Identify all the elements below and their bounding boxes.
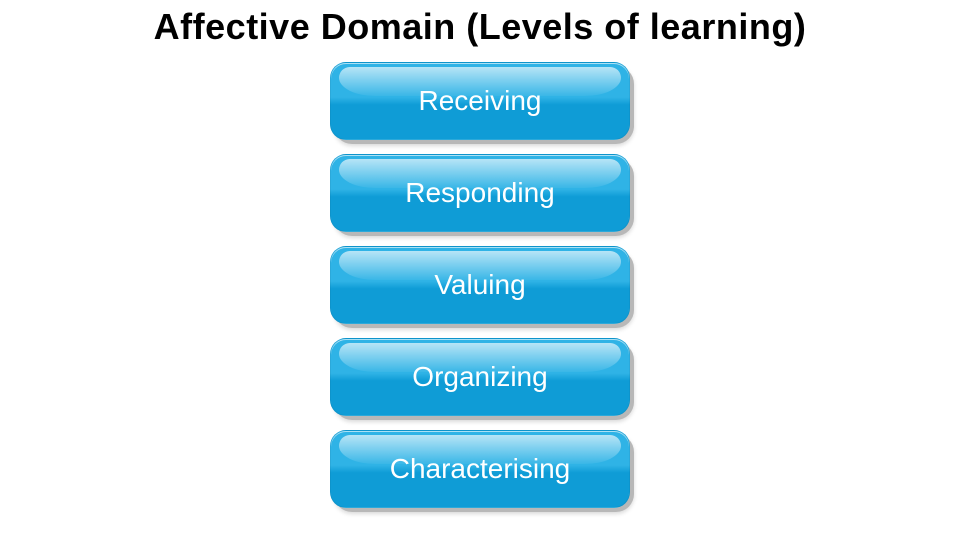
level-item: Valuing bbox=[330, 246, 630, 324]
level-label: Organizing bbox=[412, 361, 547, 393]
level-pill-characterising: Characterising bbox=[330, 430, 630, 508]
level-pill-responding: Responding bbox=[330, 154, 630, 232]
level-item: Organizing bbox=[330, 338, 630, 416]
level-pill-valuing: Valuing bbox=[330, 246, 630, 324]
level-label: Valuing bbox=[434, 269, 525, 301]
level-pill-organizing: Organizing bbox=[330, 338, 630, 416]
level-item: Receiving bbox=[330, 62, 630, 140]
levels-stack: Receiving Responding Valuing Organizing … bbox=[0, 62, 960, 508]
level-label: Receiving bbox=[419, 85, 542, 117]
level-label: Characterising bbox=[390, 453, 571, 485]
level-pill-receiving: Receiving bbox=[330, 62, 630, 140]
page-title: Affective Domain (Levels of learning) bbox=[0, 6, 960, 48]
level-label: Responding bbox=[405, 177, 554, 209]
level-item: Responding bbox=[330, 154, 630, 232]
level-item: Characterising bbox=[330, 430, 630, 508]
